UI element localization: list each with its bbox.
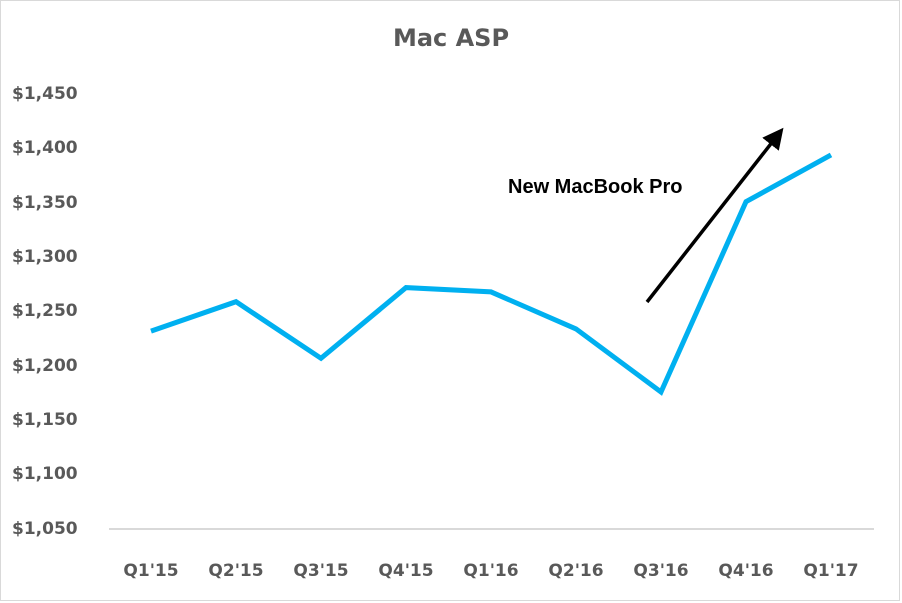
x-tick-label: Q1'15 [123,561,179,581]
y-tick-label: $1,250 [12,301,78,321]
x-tick-label: Q2'16 [548,561,604,581]
x-tick-label: Q4'15 [378,561,434,581]
y-tick-label: $1,300 [12,247,78,267]
series-line-mac-asp [150,152,833,396]
x-tick-label: Q3'16 [633,561,689,581]
y-tick-label: $1,450 [12,84,78,104]
x-tick-label: Q1'16 [463,561,519,581]
annotation-label: New MacBook Pro [508,176,683,198]
chart-title: Mac ASP [392,24,510,52]
y-tick-label: $1,200 [12,356,78,376]
y-tick-label: $1,350 [12,193,78,213]
annotation-arrow-icon [645,127,784,304]
y-tick-label: $1,100 [12,464,78,484]
x-tick-label: Q4'16 [718,561,774,581]
x-tick-label: Q3'15 [293,561,349,581]
x-tick-label: Q2'15 [208,561,264,581]
y-tick-label: $1,050 [12,519,78,539]
y-tick-label: $1,400 [12,138,78,158]
x-tick-label: Q1'17 [803,561,859,581]
y-tick-label: $1,150 [12,410,78,430]
